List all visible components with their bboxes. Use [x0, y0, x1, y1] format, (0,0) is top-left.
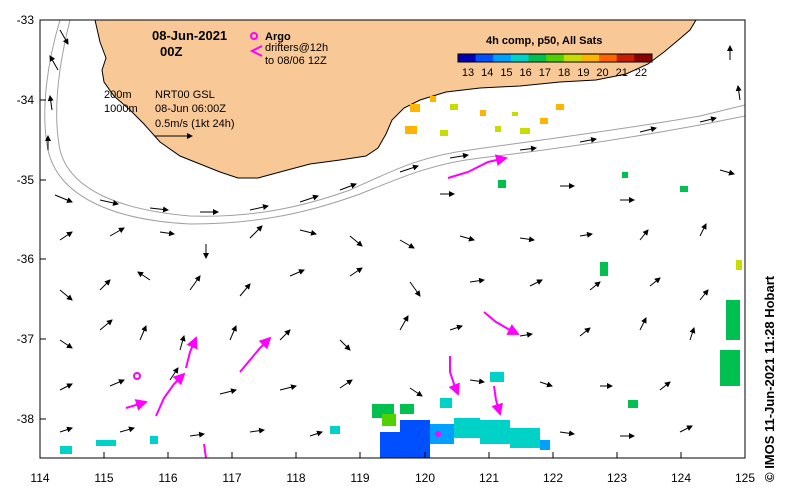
product-label: NRT00 GSL: [155, 89, 215, 101]
lon-tick-label: 120: [415, 471, 435, 485]
argo-float-marker-2: [435, 431, 441, 437]
colorbar-segment: [458, 54, 477, 62]
colorbar-segment: [563, 54, 582, 62]
colorbar-tick: 22: [635, 67, 647, 79]
colorbar-segment: [475, 54, 494, 62]
colorbar-tick: 20: [596, 67, 608, 79]
valid-time-label: 08-Jun 06:00Z: [155, 103, 226, 115]
argo-float-marker: [133, 372, 141, 380]
isobath-200m-label: 200m: [104, 89, 132, 101]
credit-label: © IMOS 11-Jun-2021 11:28 Hobart: [762, 275, 777, 482]
isobath-1000m-label: 1000m: [104, 103, 138, 115]
lat-tick-label: -33: [17, 13, 35, 27]
colorbar-segment: [599, 54, 618, 62]
colorbar-title: 4h comp, p50, All Sats: [486, 35, 602, 47]
drifter-legend-label: drifters@12h: [265, 42, 328, 54]
colorbar-tick: 15: [500, 67, 512, 79]
lat-tick-label: -37: [17, 332, 35, 346]
colorbar-frame: [457, 53, 653, 63]
colorbar-tick: 16: [520, 67, 532, 79]
lon-tick-label: 119: [350, 471, 369, 485]
argo-legend: Argo: [250, 31, 291, 43]
lat-tick-label: -36: [17, 252, 35, 266]
plot-frame: [39, 19, 746, 459]
colorbar-segment: [616, 54, 635, 62]
lat-tick-label: -35: [17, 173, 35, 187]
colorbar-tick: 21: [616, 67, 628, 79]
axis-ticks: [39, 19, 746, 458]
drifter-legend-sub: to 08/06 12Z: [265, 55, 327, 67]
colorbar-segment: [581, 54, 600, 62]
colorbar-segment: [528, 54, 547, 62]
lon-tick-label: 122: [543, 471, 563, 485]
lon-tick-label: 117: [222, 471, 241, 485]
map-date: 08-Jun-2021: [152, 28, 227, 43]
current-vectors: [45, 29, 742, 439]
colorbar-tick: 14: [481, 67, 493, 79]
colorbar-segment: [493, 54, 512, 62]
lon-tick-label: 124: [671, 471, 691, 485]
lon-tick-label: 123: [607, 471, 627, 485]
lon-tick-label: 121: [479, 471, 499, 485]
colorbar-tick: 17: [539, 67, 551, 79]
lon-tick-label: 116: [158, 471, 177, 485]
colorbar-segment: [510, 54, 530, 62]
argo-legend-label: Argo: [265, 31, 291, 43]
map-time: 00Z: [160, 44, 182, 59]
sst-pixels: [60, 96, 742, 458]
colorbar-tick: 19: [577, 67, 589, 79]
drifter-tracks: [125, 154, 520, 458]
colorbar-segment: [546, 54, 565, 62]
drifter-legend: drifters@12h to 08/06 12Z: [249, 42, 328, 67]
lat-tick-label: -34: [17, 93, 35, 107]
lat-tick-label: -38: [17, 412, 35, 426]
colorbar: [457, 53, 653, 63]
colorbar-segment: [634, 54, 653, 62]
lon-tick-label: 115: [94, 471, 113, 485]
lon-tick-label: 114: [30, 471, 49, 485]
isobath-200m: [56, 20, 745, 217]
colorbar-tick: 18: [558, 67, 570, 79]
lon-tick-label: 118: [286, 471, 305, 485]
scale-label: 0.5m/s (1kt 24h): [155, 118, 234, 130]
lon-tick-label: 125: [735, 471, 755, 485]
colorbar-tick: 13: [462, 67, 474, 79]
